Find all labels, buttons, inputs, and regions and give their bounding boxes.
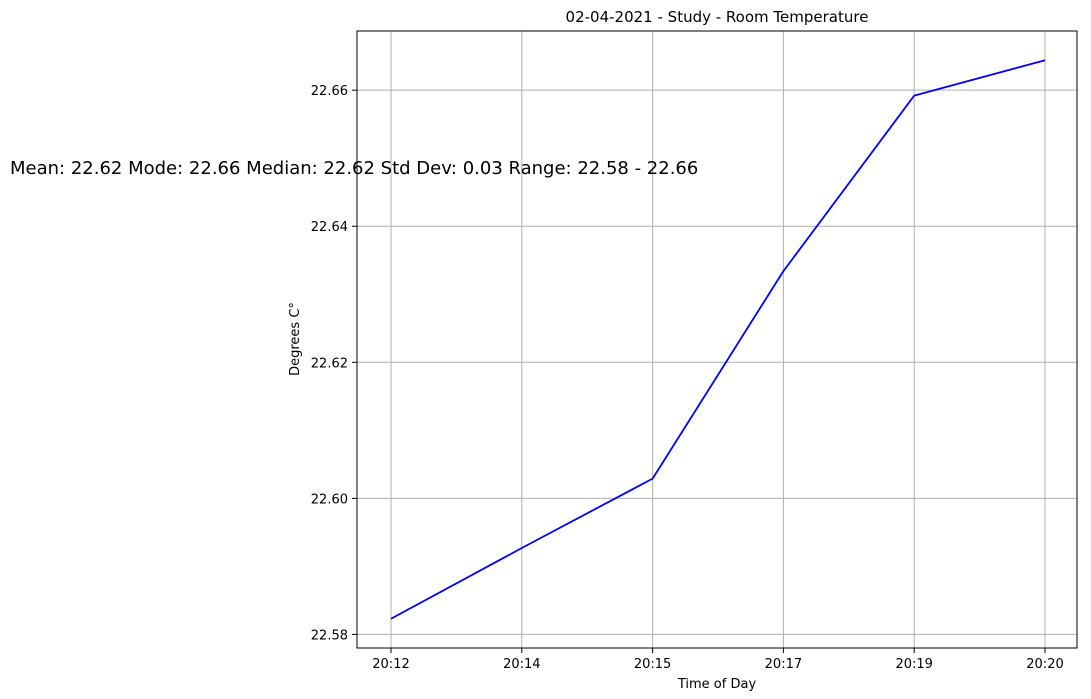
y-tick-label: 22.60	[311, 492, 348, 507]
y-tick-label: 22.64	[311, 220, 348, 235]
y-axis-label: Degrees C°	[288, 302, 303, 376]
tick-layer: 20:12 20:14 20:15 20:17 20:19 20:20 22.58 22.60…	[311, 84, 1064, 672]
series-layer	[390, 59, 1046, 620]
grid	[357, 31, 1077, 648]
y-tick-label: 22.58	[311, 628, 348, 643]
x-tick-label: 20:15	[634, 657, 671, 672]
x-tick-label: 20:14	[503, 657, 540, 672]
x-tick-label: 20:12	[372, 657, 409, 672]
x-axis-label: Time of Day	[677, 677, 757, 692]
plot-frame	[356, 30, 1078, 649]
x-tick-label: 20:20	[1026, 657, 1063, 672]
y-tick-label: 22.66	[311, 84, 348, 99]
chart-title: 02-04-2021 - Study - Room Temperature	[566, 8, 869, 26]
x-tick-label: 20:17	[765, 657, 802, 672]
temperature-series-line	[390, 59, 1046, 620]
stats-annotation: Mean: 22.62 Mode: 22.66 Median: 22.62 St…	[10, 158, 698, 179]
y-tick-label: 22.62	[311, 356, 348, 371]
x-tick-label: 20:19	[895, 657, 932, 672]
